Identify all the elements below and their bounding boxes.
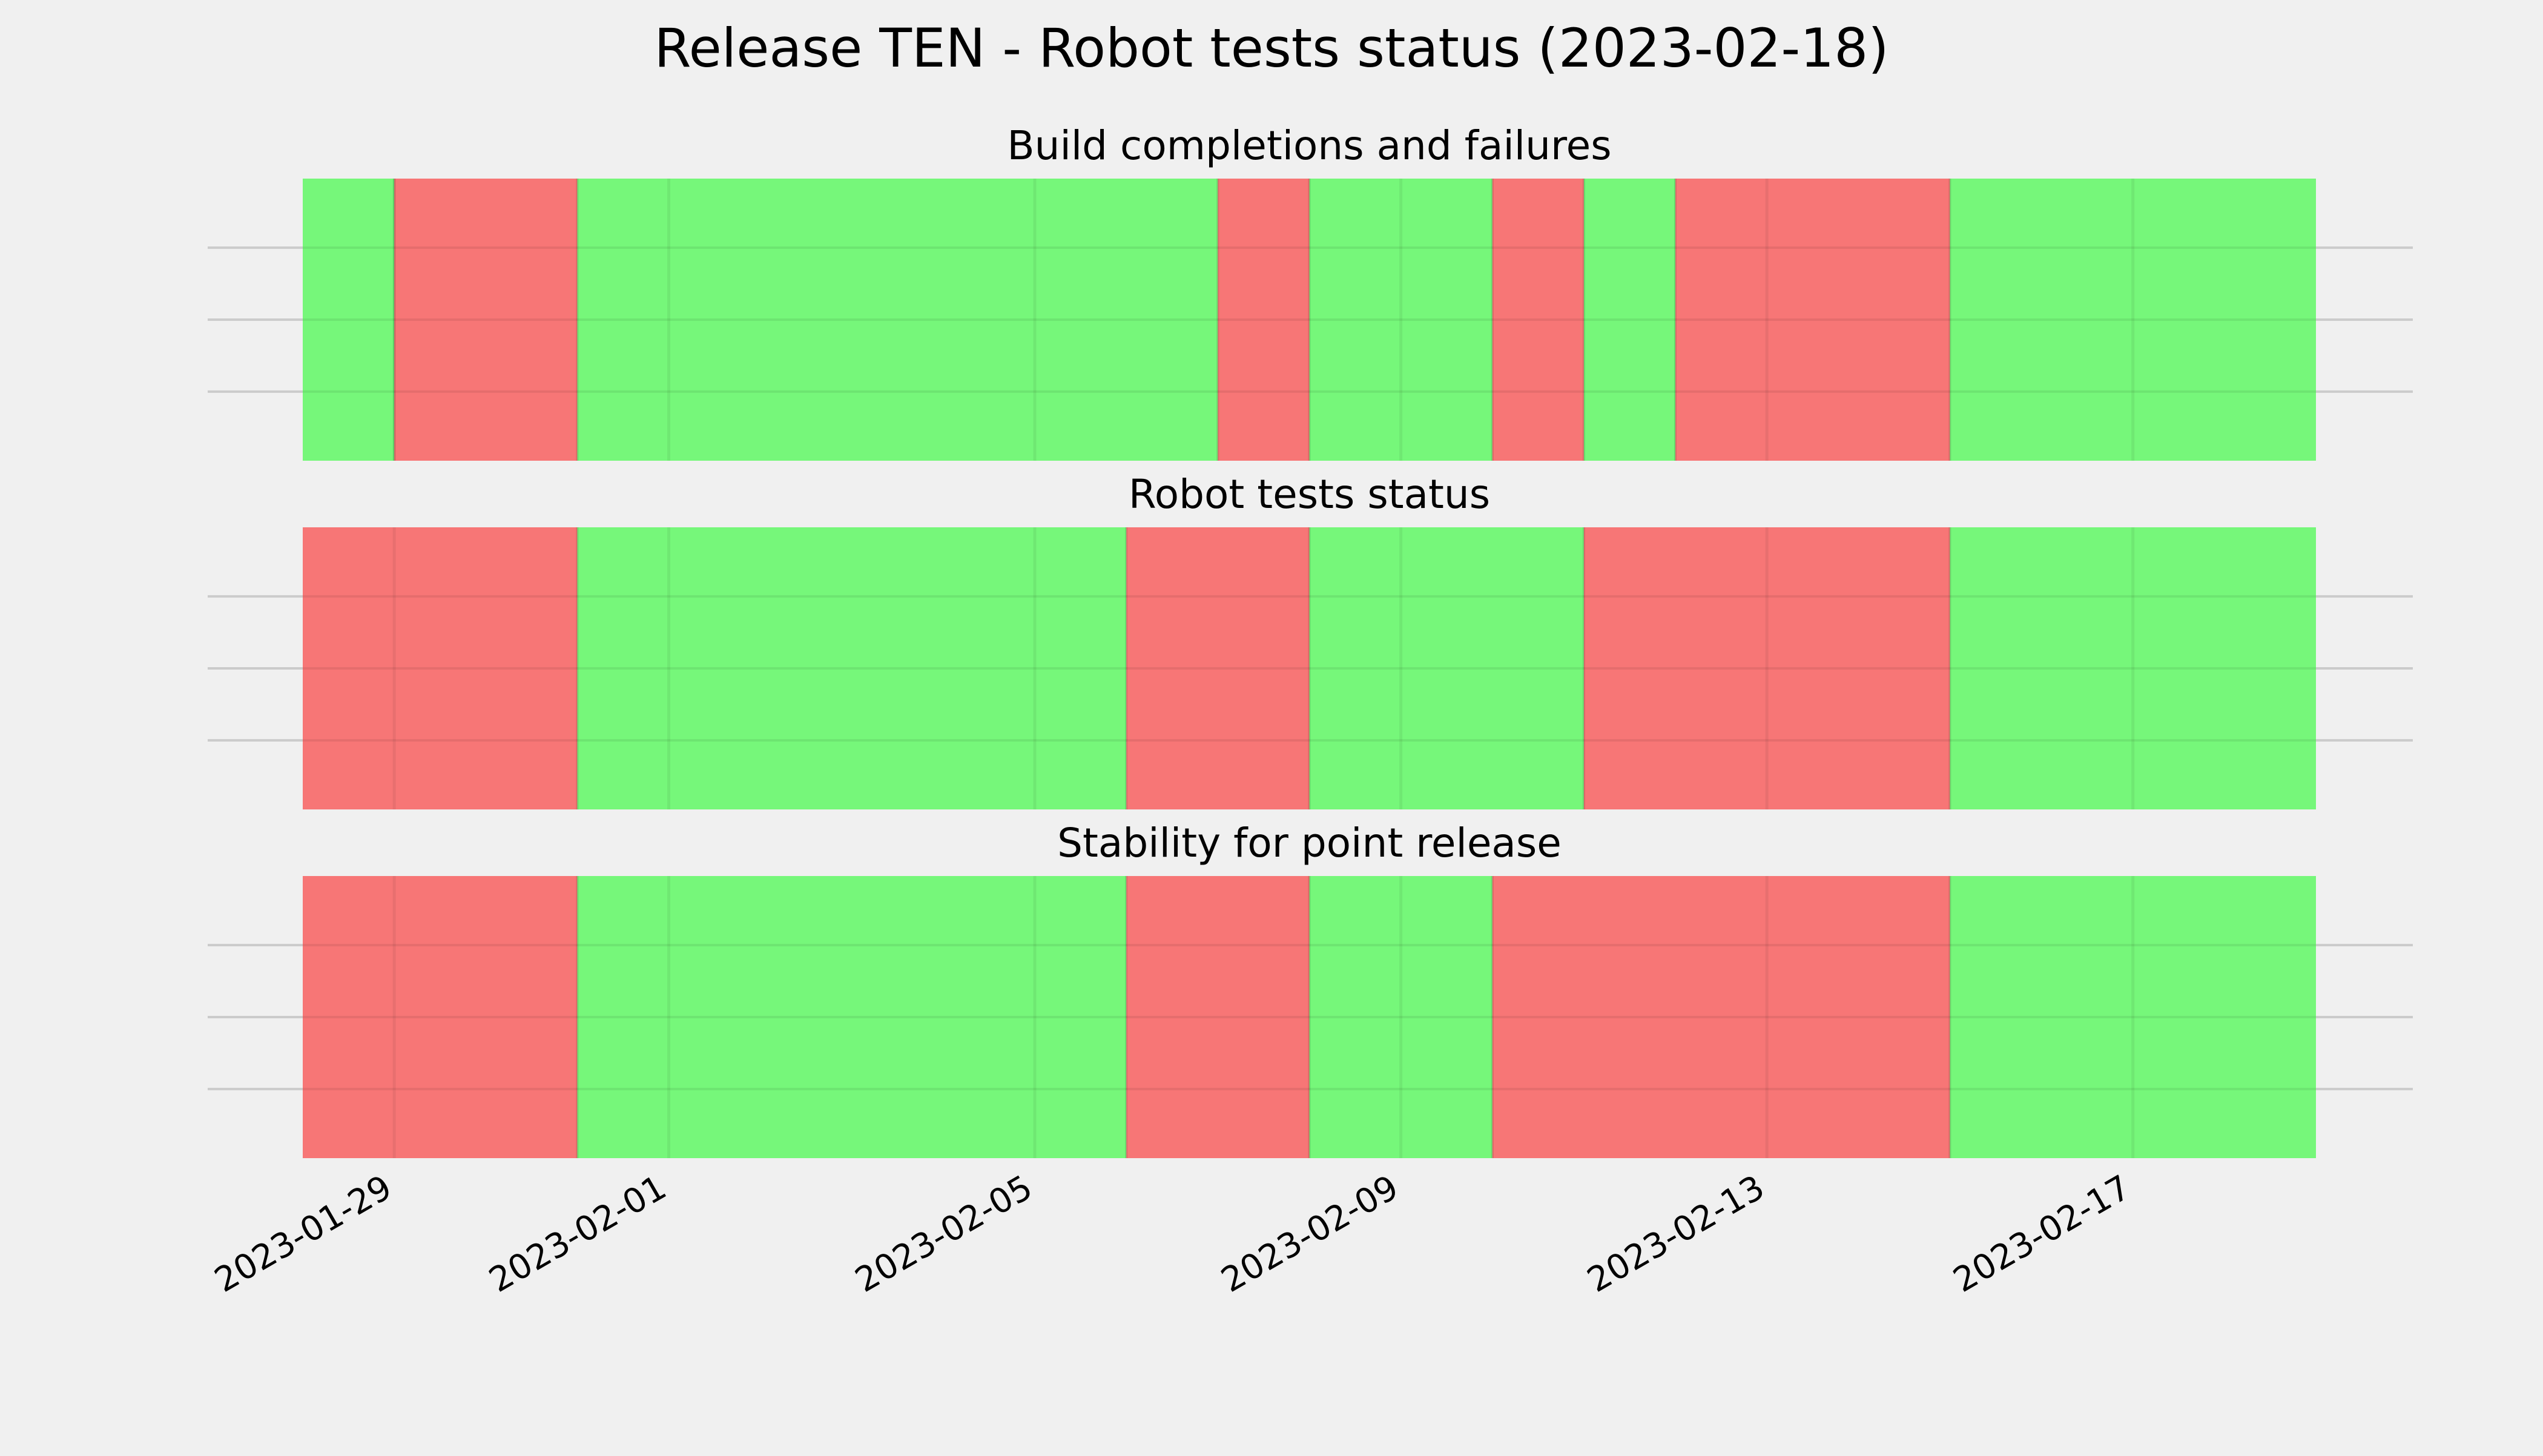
status-segment-fail [1126, 527, 1310, 809]
status-segment-pass [1950, 527, 2316, 809]
panel-title: Robot tests status [1129, 471, 1490, 518]
status-segment-pass [577, 179, 1218, 461]
status-segment-pass [1583, 179, 1676, 461]
status-segment-pass [1309, 876, 1492, 1158]
status-segment-pass [1950, 179, 2316, 461]
status-segment-pass [577, 876, 1127, 1158]
panel-title: Build completions and failures [1007, 122, 1611, 169]
status-segment-pass [303, 179, 395, 461]
panel-3: Stability for point release [208, 820, 2413, 1158]
panels-group: Build completions and failures Robot test… [208, 122, 2413, 1158]
status-segment-fail [303, 527, 578, 809]
status-segment-fail [1583, 527, 1950, 809]
panel-2: Robot tests status [208, 471, 2413, 809]
panel-title: Stability for point release [1057, 820, 1562, 866]
status-segment-fail [1492, 179, 1584, 461]
status-segment-pass [1309, 179, 1492, 461]
status-segment-fail [1675, 179, 1950, 461]
status-segment-fail [1218, 179, 1310, 461]
status-segment-fail [1126, 876, 1310, 1158]
panel-1: Build completions and failures [208, 122, 2413, 461]
chart-title: Release TEN - Robot tests status (2023-0… [654, 17, 1888, 79]
status-segment-fail [394, 179, 578, 461]
status-segment-pass [577, 527, 1127, 809]
status-segment-pass [1950, 876, 2316, 1158]
status-segment-fail [1492, 876, 1950, 1158]
status-segment-pass [1309, 527, 1584, 809]
status-segment-fail [303, 876, 578, 1158]
